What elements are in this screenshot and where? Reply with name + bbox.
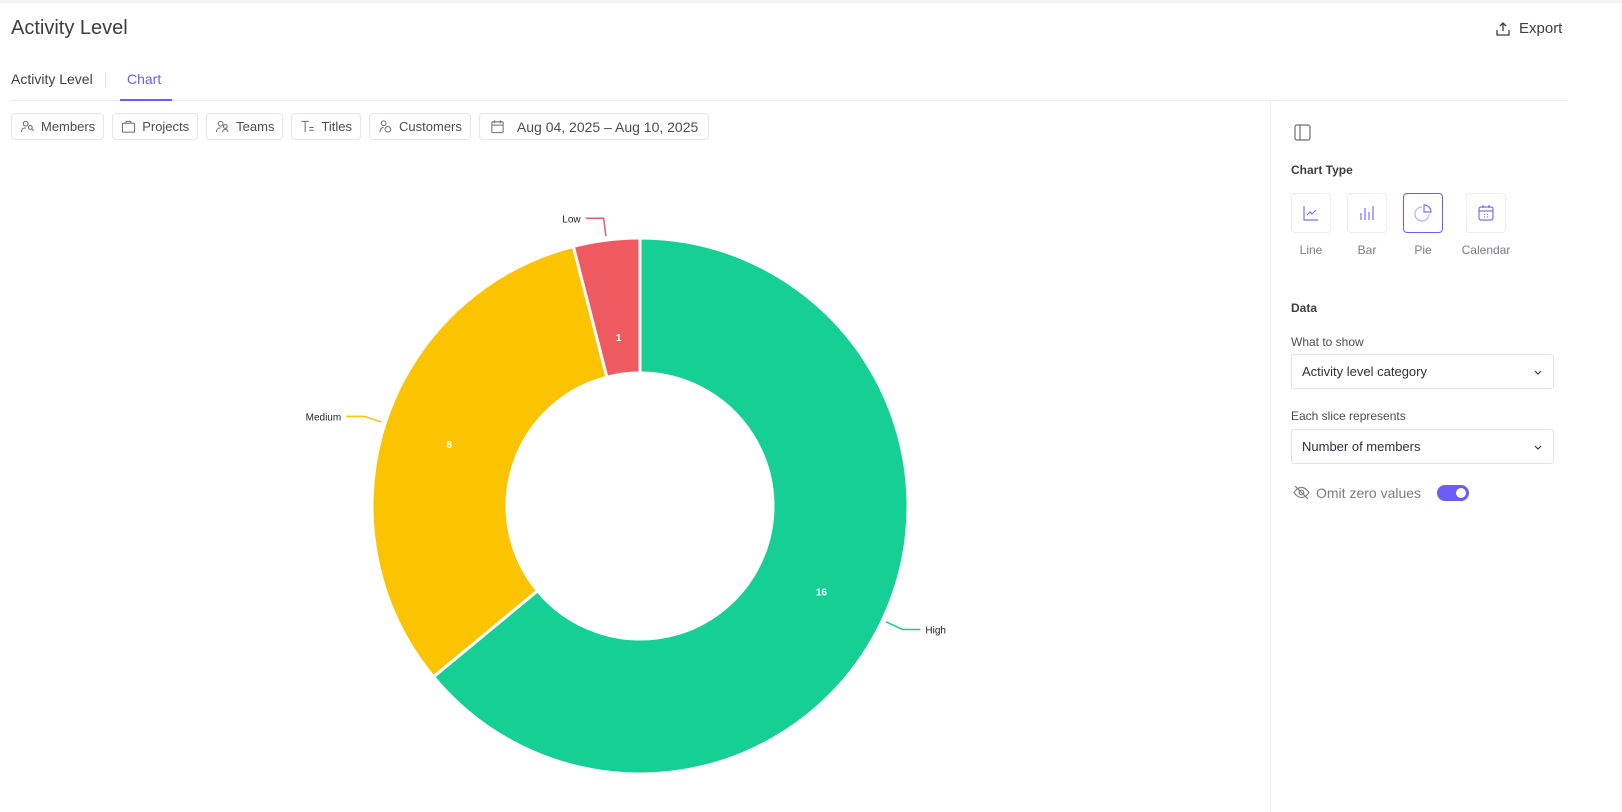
category-label-high: High (925, 625, 946, 636)
chart-settings-panel: Chart Type Line Bar Pie Calendar Data Wh… (1270, 101, 1568, 812)
chart-type-calendar-button[interactable] (1466, 193, 1506, 233)
line-label: Line (1299, 243, 1323, 257)
leader-line-high (885, 621, 921, 631)
export-icon (1496, 21, 1510, 36)
filter-bar: Members Projects Teams Titles Customers … (11, 113, 710, 140)
slice-represents-select[interactable]: Number of members (1291, 429, 1554, 464)
chevron-down-icon (1534, 370, 1542, 375)
chevron-down-icon (1534, 445, 1542, 450)
calendar-icon (491, 120, 504, 134)
calendar-chart-icon (1478, 205, 1494, 221)
value-label-low: 1 (616, 333, 622, 344)
pie-label: Pie (1414, 243, 1432, 257)
chart-type-pie-button[interactable] (1403, 193, 1443, 233)
value-label-medium: 8 (447, 440, 453, 451)
slice-represents-value: Number of members (1302, 439, 1421, 454)
leader-line-medium (346, 415, 382, 423)
bar-label: Bar (1357, 243, 1377, 257)
calendar-label: Calendar (1461, 243, 1511, 257)
value-label-high: 16 (816, 587, 828, 598)
chart-type-line-button[interactable] (1291, 193, 1331, 233)
top-border (0, 0, 1622, 3)
donut-chart: 16 High 8 Medium 1 Low (306, 214, 946, 776)
data-heading: Data (1291, 301, 1318, 315)
customers-filter-button[interactable]: Customers (369, 113, 471, 140)
slice-high[interactable] (431, 236, 910, 776)
category-label-medium: Medium (306, 412, 342, 423)
chart-type-bar-button[interactable] (1347, 193, 1387, 233)
date-range-label: Aug 04, 2025 – Aug 10, 2025 (516, 118, 699, 135)
customer-icon (379, 120, 392, 133)
tab-activity-level[interactable]: Activity Level (11, 71, 93, 87)
bar-chart-icon (1360, 206, 1374, 220)
customers-label: Customers (399, 119, 462, 134)
text-icon (301, 120, 315, 133)
date-range-picker[interactable]: Aug 04, 2025 – Aug 10, 2025 (478, 113, 710, 140)
slice-represents-label: Each slice represents (1291, 409, 1406, 423)
titles-filter-button[interactable]: Titles (291, 113, 362, 140)
slice-medium[interactable] (370, 244, 609, 679)
active-tab-indicator (120, 99, 172, 101)
members-label: Members (41, 119, 96, 134)
category-label-low: Low (562, 214, 581, 225)
leader-line-low (585, 217, 607, 237)
projects-filter-button[interactable]: Projects (112, 113, 199, 140)
tab-chart[interactable]: Chart (127, 71, 162, 87)
what-to-show-value: Activity level category (1302, 364, 1427, 379)
page-title: Activity Level (11, 17, 128, 39)
export-button[interactable]: Export (1495, 20, 1562, 37)
omit-zero-toggle[interactable] (1437, 484, 1470, 501)
sidebar-toggle-icon[interactable] (1294, 124, 1311, 141)
teams-icon (216, 120, 229, 133)
tab-bar: Activity Level Chart (11, 60, 1568, 101)
omit-zero-row: Omit zero values (1293, 484, 1470, 501)
members-filter-button[interactable]: Members (11, 113, 105, 140)
pie-chart-icon (1414, 204, 1432, 222)
briefcase-icon (122, 120, 136, 133)
what-to-show-select[interactable]: Activity level category (1291, 354, 1554, 389)
members-icon (20, 120, 34, 133)
titles-label: Titles (321, 119, 353, 134)
what-to-show-label: What to show (1291, 335, 1364, 349)
teams-filter-button[interactable]: Teams (206, 113, 284, 140)
slice-low[interactable] (571, 236, 642, 380)
projects-label: Projects (142, 119, 190, 134)
chart-type-heading: Chart Type (1291, 163, 1353, 177)
teams-label: Teams (236, 119, 275, 134)
export-label: Export (1519, 20, 1563, 37)
eye-off-icon (1293, 485, 1310, 500)
omit-zero-label: Omit zero values (1316, 484, 1422, 501)
line-chart-icon (1303, 206, 1318, 221)
tab-divider (105, 72, 106, 88)
